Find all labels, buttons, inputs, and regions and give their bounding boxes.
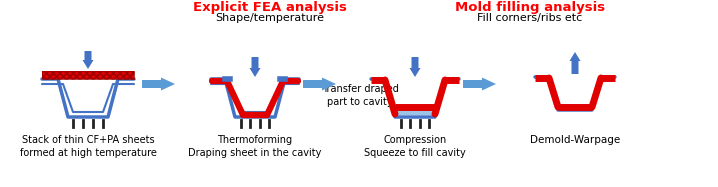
Text: Compression
Squeeze to fill cavity: Compression Squeeze to fill cavity: [364, 135, 466, 158]
Text: Transfer draped
part to cavity: Transfer draped part to cavity: [322, 84, 398, 107]
Text: Shape/temperature: Shape/temperature: [215, 13, 325, 23]
Polygon shape: [409, 57, 421, 77]
Polygon shape: [142, 77, 175, 91]
Polygon shape: [569, 52, 580, 74]
Text: Explicit FEA analysis: Explicit FEA analysis: [193, 1, 347, 14]
Polygon shape: [249, 57, 261, 77]
Bar: [42, 71, 134, 79]
Bar: [42, 71, 134, 79]
Text: Stack of thin CF+PA sheets
formed at high temperature: Stack of thin CF+PA sheets formed at hig…: [19, 135, 157, 158]
Text: Fill corners/ribs etc: Fill corners/ribs etc: [477, 13, 582, 23]
Polygon shape: [463, 77, 496, 91]
Text: Mold filling analysis: Mold filling analysis: [455, 1, 605, 14]
Polygon shape: [83, 51, 93, 69]
Bar: [396, 106, 434, 115]
Polygon shape: [303, 77, 336, 91]
Text: Thermoforming
Draping sheet in the cavity: Thermoforming Draping sheet in the cavit…: [188, 135, 322, 158]
Text: Demold-Warpage: Demold-Warpage: [530, 135, 620, 145]
